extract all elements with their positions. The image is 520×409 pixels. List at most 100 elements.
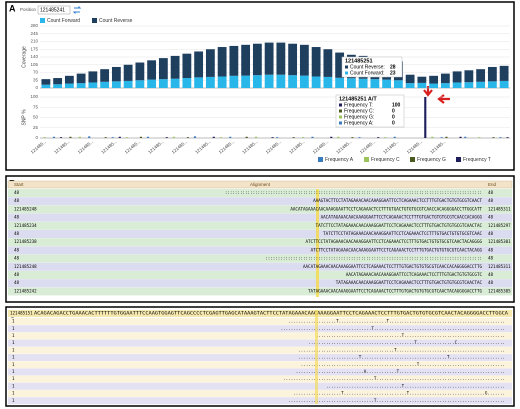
position-value: 121485241 xyxy=(40,7,65,13)
row-alignment: ::::::::::::::::::::::::::::::::::::::::… xyxy=(225,190,482,195)
tooltip-label: Frequency C: xyxy=(344,108,374,114)
bar xyxy=(88,82,98,88)
bar xyxy=(288,43,298,76)
bar xyxy=(252,43,262,76)
table-row xyxy=(8,279,512,288)
read-row xyxy=(8,382,512,390)
read-row xyxy=(8,318,512,325)
row-end: 48 xyxy=(488,272,494,277)
bar xyxy=(111,66,121,82)
bar xyxy=(335,52,345,78)
legend-swatch xyxy=(40,18,45,23)
bar xyxy=(506,137,509,138)
read-row xyxy=(8,368,512,376)
y-tick-label: 70 xyxy=(33,70,39,75)
row-start: 48 xyxy=(14,272,20,277)
bar xyxy=(241,44,251,76)
bar xyxy=(276,42,286,75)
bar xyxy=(64,83,74,88)
bar xyxy=(147,79,157,88)
legend-swatch xyxy=(318,157,323,162)
table-row xyxy=(8,238,512,247)
legend-label: Frequency A xyxy=(325,157,354,163)
row-alignment: AACATAGAAACAACAAAGGAATTCCTCAGAAACTCCTTTG… xyxy=(346,272,483,277)
position-input[interactable] xyxy=(37,5,71,15)
bar xyxy=(358,78,368,88)
bar xyxy=(139,136,142,138)
bar xyxy=(370,79,380,88)
legend-swatch xyxy=(456,157,461,162)
read-alignment: ...........................A............… xyxy=(296,369,505,374)
row-alignment: TATCTTCCTATAGAAACAACAAAGGAATTCCTCAGAAACT… xyxy=(316,223,483,228)
bar xyxy=(88,136,91,138)
bar xyxy=(182,78,192,88)
read-row xyxy=(8,325,512,333)
row-end: 48 xyxy=(488,256,494,261)
read-row xyxy=(8,339,512,347)
read-count: 1 xyxy=(12,369,15,374)
position-label: Position xyxy=(20,7,37,12)
read-count: 1 xyxy=(12,333,15,338)
bar xyxy=(111,81,121,88)
bar xyxy=(382,79,392,88)
tooltip-value: 0 xyxy=(392,108,395,114)
table-header xyxy=(7,180,513,189)
tooltip-value: 0 xyxy=(392,114,395,120)
bar xyxy=(330,136,333,138)
table-row xyxy=(8,189,512,197)
bar xyxy=(499,80,509,88)
bar xyxy=(118,136,121,138)
bar xyxy=(165,137,168,138)
bar xyxy=(229,45,239,76)
row-alignment: AAAGTACTTCCTATAGAAACAACAAAGGAATTCCTCAGAA… xyxy=(313,198,482,203)
bar xyxy=(205,49,215,77)
column-header: End xyxy=(488,182,497,187)
bar xyxy=(335,77,345,88)
bar xyxy=(384,137,387,138)
bar xyxy=(229,136,232,138)
row-start: 121485242 xyxy=(14,288,37,293)
bar xyxy=(299,75,309,88)
y-tick-label: 0 xyxy=(35,85,38,90)
read-row xyxy=(8,354,512,361)
bar xyxy=(452,82,462,88)
read-alignment: ......................................T.… xyxy=(298,347,505,352)
read-alignment: ..................................T.....… xyxy=(316,333,505,338)
bar xyxy=(346,78,356,88)
bar xyxy=(104,137,107,138)
tooltip-label: Count Forward: xyxy=(350,70,384,76)
y-tick-label: 245 xyxy=(30,31,38,36)
bar xyxy=(52,136,56,138)
row-alignment: TATAGAAACAACAAAGGAATTCCTCAGAAACTCCTTTGTG… xyxy=(336,280,483,285)
row-start: 48 xyxy=(14,190,20,195)
bar xyxy=(43,137,46,138)
bar xyxy=(252,75,262,88)
bar xyxy=(59,137,63,138)
bar xyxy=(487,66,497,82)
bar xyxy=(276,137,279,138)
bar xyxy=(123,80,133,88)
bar xyxy=(69,136,72,138)
bar xyxy=(264,42,274,75)
table-row xyxy=(8,287,512,296)
bar xyxy=(311,47,321,77)
reference-row xyxy=(8,310,512,317)
y-axis-label: SNP % xyxy=(21,109,27,126)
bar xyxy=(64,75,74,84)
bar xyxy=(182,53,192,79)
bar xyxy=(76,83,86,88)
row-alignment: AACATAGAAACAACAAAGGAATTCCTCAGAAACTCCTTTG… xyxy=(303,264,482,269)
table-row xyxy=(8,271,512,279)
y-tick-label: 175 xyxy=(30,46,38,51)
legend-swatch xyxy=(92,18,97,23)
bar xyxy=(499,137,502,138)
read-count: 1 xyxy=(12,355,15,360)
swap-icon[interactable] xyxy=(72,6,82,14)
y-tick-label: 35 xyxy=(33,77,39,82)
bar xyxy=(158,79,168,88)
tooltip-label: Frequency G: xyxy=(344,114,374,120)
bar xyxy=(194,51,204,78)
y-tick-label: 105 xyxy=(30,62,38,67)
tooltip-label: Frequency A: xyxy=(344,120,373,126)
